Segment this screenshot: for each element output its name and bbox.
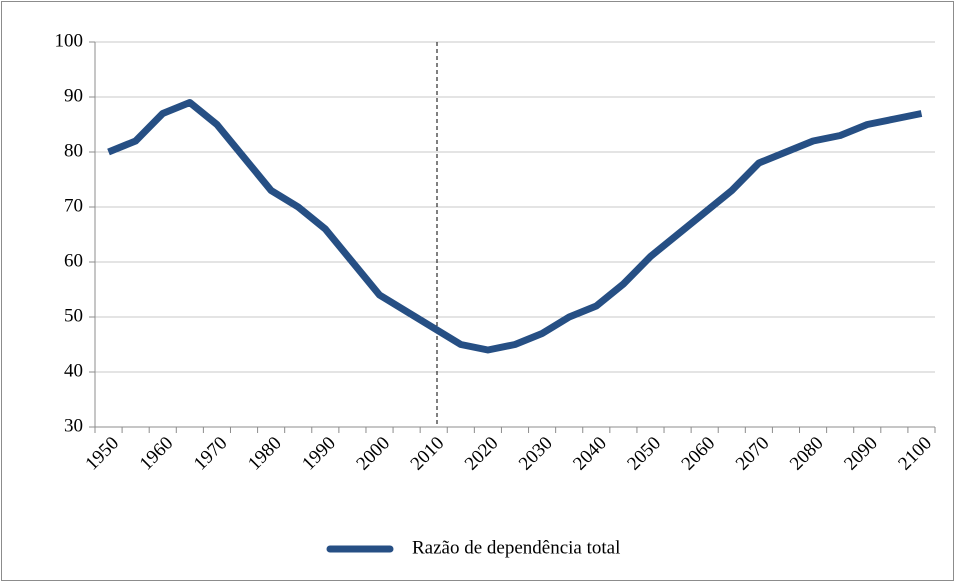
y-tick-label: 70 xyxy=(64,195,83,216)
series-line xyxy=(107,99,923,354)
legend-label: Razão de dependência total xyxy=(412,537,620,558)
y-tick-label: 30 xyxy=(64,415,83,436)
y-tick-label: 100 xyxy=(55,30,84,51)
y-tick-label: 80 xyxy=(64,140,83,161)
y-tick-label: 50 xyxy=(64,305,83,326)
y-tick-label: 90 xyxy=(64,85,83,106)
y-tick-label: 40 xyxy=(64,360,83,381)
y-tick-label: 60 xyxy=(64,250,83,271)
plot xyxy=(107,99,923,354)
